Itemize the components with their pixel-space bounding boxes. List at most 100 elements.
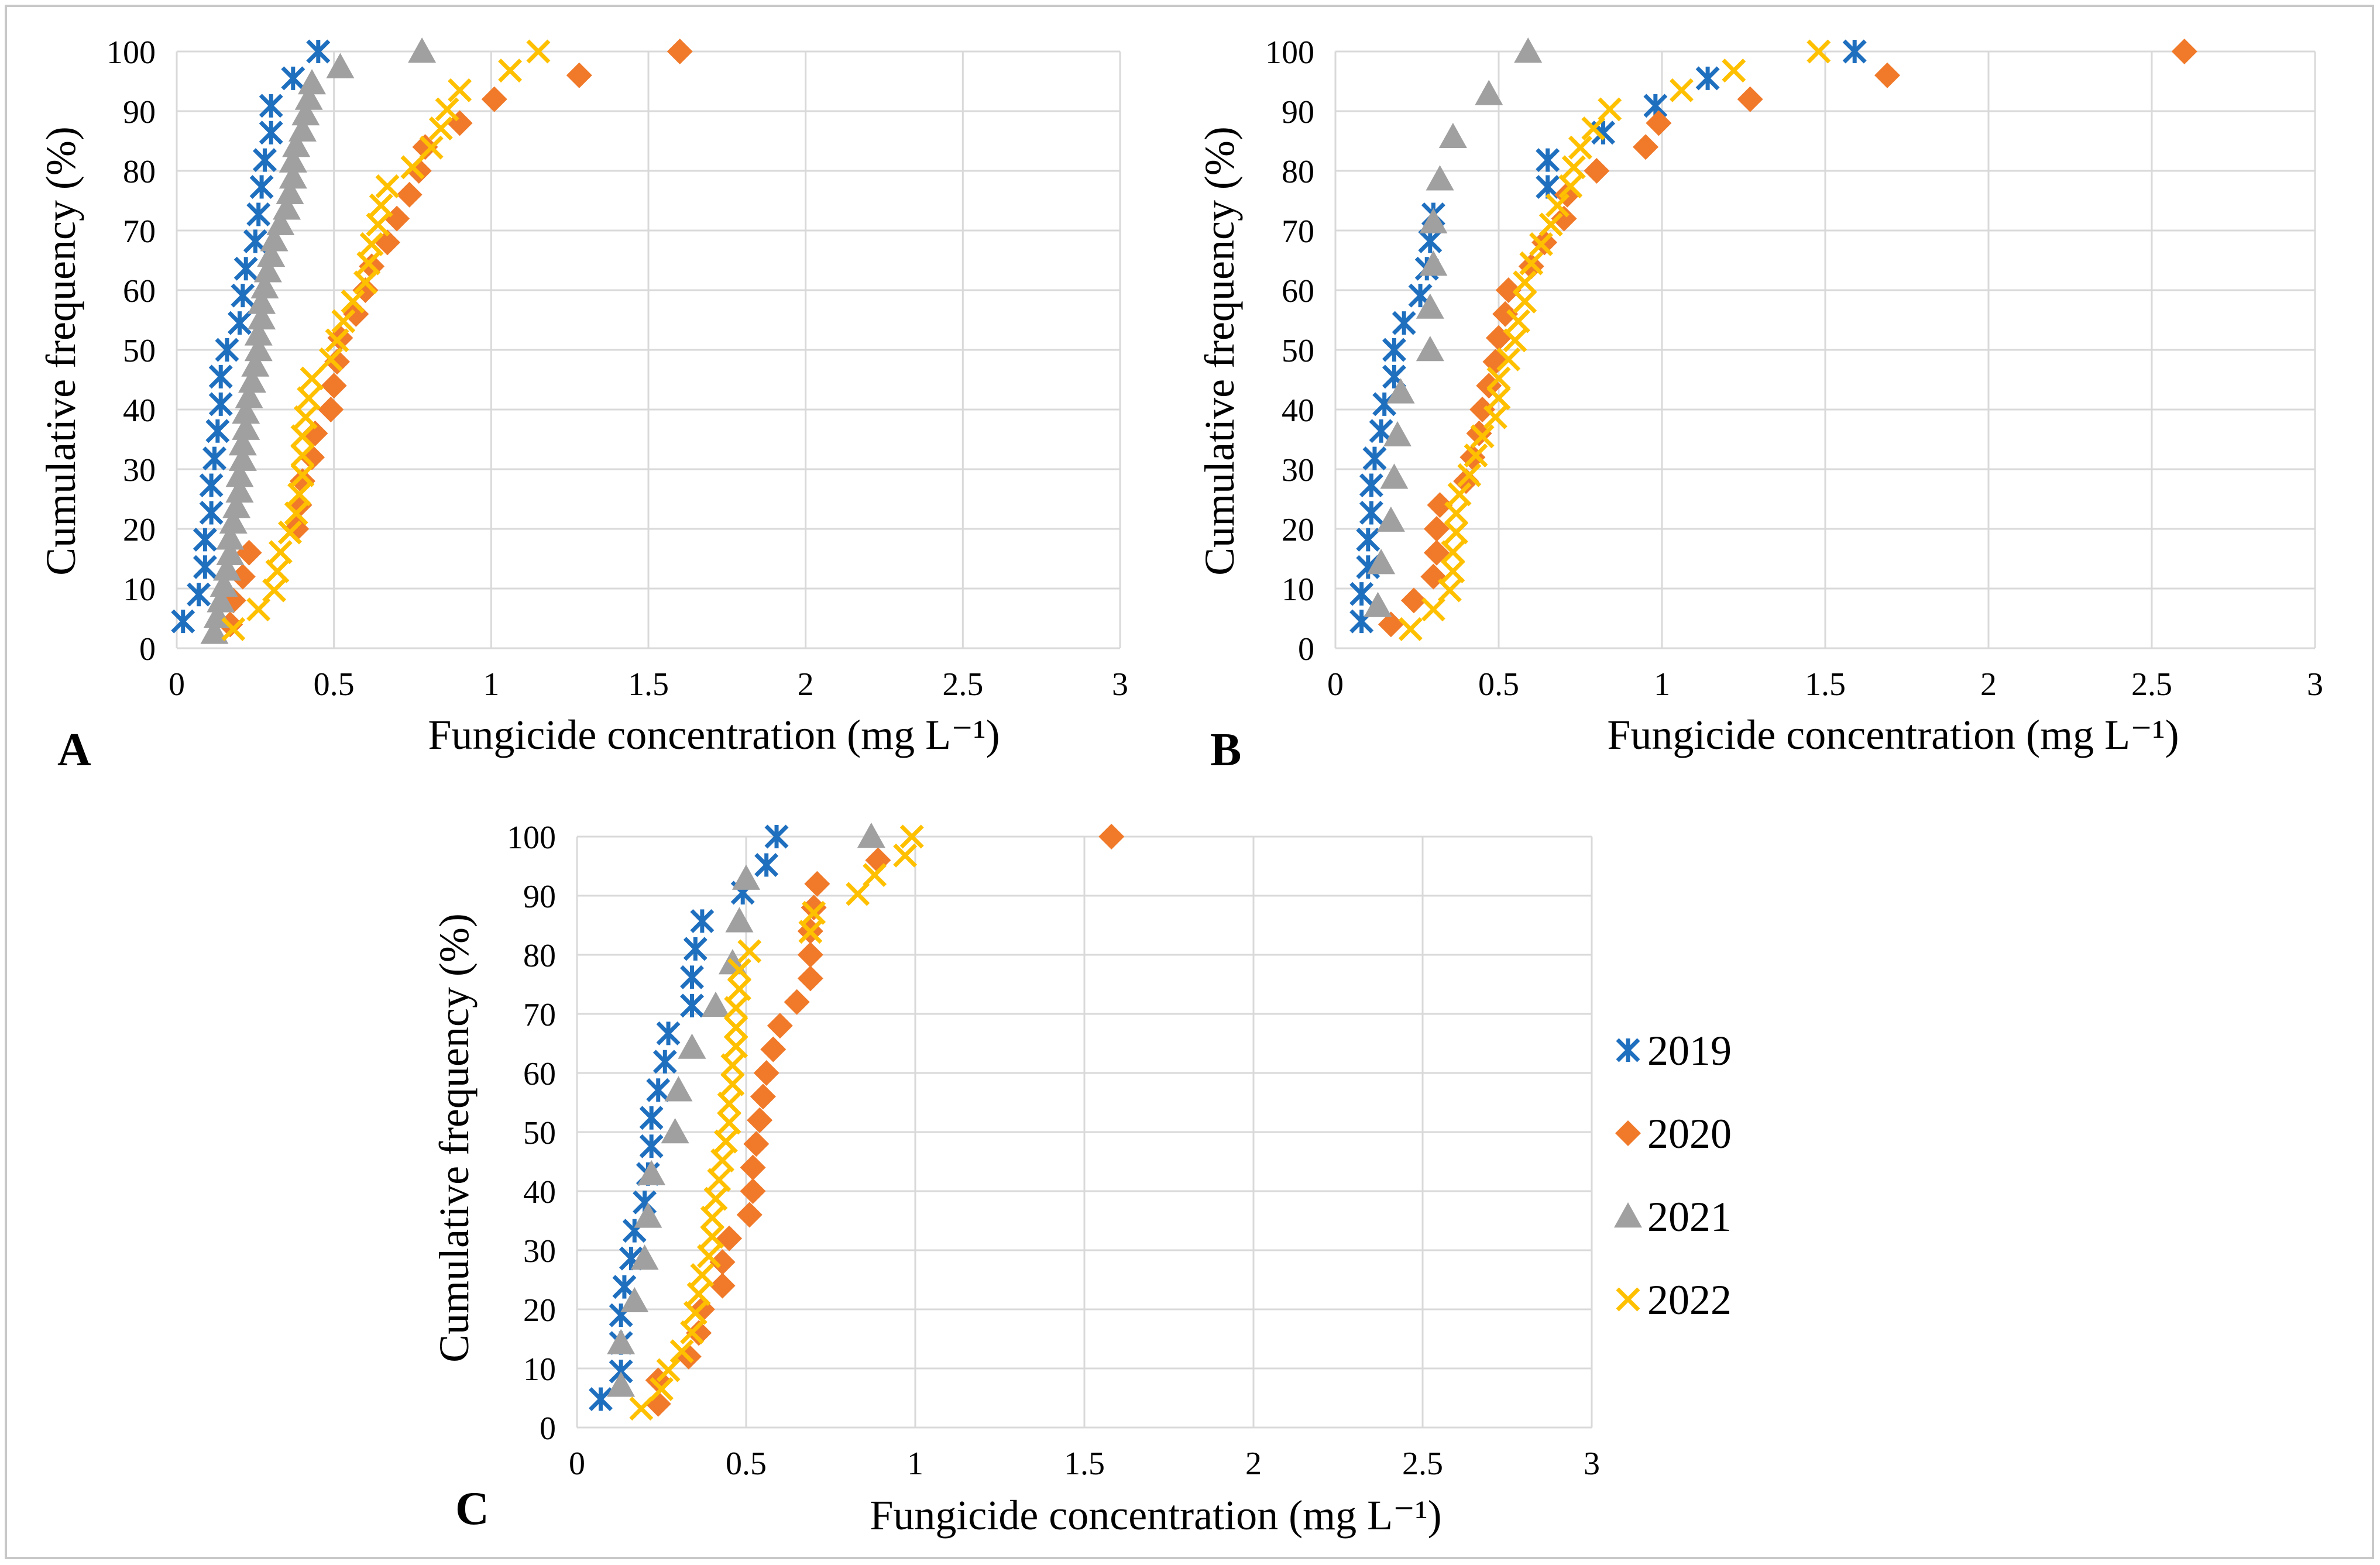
panel-a-point-2022 bbox=[290, 424, 315, 449]
panel-b-point-2022 bbox=[1513, 270, 1537, 295]
panel-a-point-2019 bbox=[306, 39, 331, 64]
panel-c-point-2022 bbox=[686, 1282, 711, 1306]
panel-a-grid bbox=[176, 50, 1121, 649]
legend-marker-shape bbox=[1614, 1202, 1642, 1228]
panel-a-point-2022 bbox=[325, 328, 349, 353]
panel-a-point-2021 bbox=[244, 320, 273, 346]
panel-b-point-2022 bbox=[1421, 597, 1445, 622]
panel-c-point-2020 bbox=[736, 1202, 763, 1228]
panel-b-point-2020 bbox=[1518, 253, 1544, 280]
panel-c-y-tick-label: 20 bbox=[523, 1292, 556, 1329]
panel-c-point-2022 bbox=[863, 863, 887, 888]
legend-marker-2019 bbox=[1616, 1038, 1640, 1062]
panel-c-y-tick-label: 10 bbox=[523, 1351, 556, 1388]
panel-c-point-2022 bbox=[893, 843, 918, 868]
panel-b-point-2021 bbox=[1419, 208, 1448, 233]
panel-a-point-2021 bbox=[408, 37, 437, 63]
panel-c-y-tick-label: 30 bbox=[523, 1233, 556, 1270]
panel-b-point-2020 bbox=[1492, 301, 1519, 327]
panel-a-point-2022 bbox=[262, 578, 287, 603]
panel-c-series-2021 bbox=[607, 823, 885, 1397]
panel-b-series-2020 bbox=[1378, 39, 2197, 638]
legend-marker-shape bbox=[1616, 1287, 1640, 1312]
panel-a-point-2019 bbox=[233, 256, 258, 281]
panel-a-point-2022 bbox=[526, 39, 551, 64]
panel-b-x-tick-label: 3 bbox=[2307, 666, 2323, 703]
legend-label-2019: 2019 bbox=[1647, 1027, 1732, 1074]
panel-c-point-2019 bbox=[652, 1050, 677, 1074]
panel-a-x-ticks: 0 0.5 1 1.5 2 2.5 3 bbox=[169, 666, 1128, 703]
panel-c-point-2022 bbox=[656, 1358, 681, 1382]
panel-b-point-2019 bbox=[1392, 311, 1416, 335]
panel-a-y-tick-label: 10 bbox=[123, 572, 156, 608]
panel-b-point-2022 bbox=[1538, 212, 1563, 237]
panel-b-y-tick-label: 30 bbox=[1282, 452, 1314, 489]
panel-a-x-tick-label: 2 bbox=[798, 666, 814, 703]
panel-a-letter: A bbox=[57, 724, 91, 776]
panel-a-point-2021 bbox=[238, 367, 266, 393]
panel-a-point-2022 bbox=[268, 540, 293, 565]
panel-c-point-2022 bbox=[707, 1168, 731, 1192]
panel-b-point-2019 bbox=[1359, 473, 1383, 498]
panel-b-y-tick-label: 0 bbox=[1298, 631, 1314, 668]
panel-c-series-2020 bbox=[645, 824, 1125, 1417]
panel-b-point-2020 bbox=[2171, 39, 2197, 64]
panel-a-point-2019 bbox=[202, 446, 226, 471]
legend-label-2021: 2021 bbox=[1647, 1193, 1732, 1240]
panel-b-y-tick-label: 60 bbox=[1282, 273, 1314, 309]
legend-marker-shape bbox=[1615, 1120, 1641, 1146]
panel-c-point-2019 bbox=[680, 993, 704, 1018]
panel-a-point-2021 bbox=[273, 194, 301, 220]
panel-a-point-2021 bbox=[257, 241, 286, 267]
panel-b-x-tick-label: 1.5 bbox=[1805, 666, 1846, 703]
panel-a-point-2021 bbox=[279, 163, 307, 189]
panel-c-x-tick-label: 1.5 bbox=[1064, 1446, 1105, 1482]
panel-c-series-2022 bbox=[629, 824, 924, 1421]
panel-a-point-2020 bbox=[481, 86, 507, 112]
panel-a-point-2021 bbox=[222, 493, 251, 518]
panel-c-point-2022 bbox=[846, 882, 870, 906]
panel-c-point-2021 bbox=[661, 1118, 689, 1144]
panel-a-point-2021 bbox=[282, 132, 311, 157]
panel-c-point-2022 bbox=[629, 1397, 654, 1421]
panel-a-point-2022 bbox=[297, 386, 321, 411]
legend-marker-2022 bbox=[1616, 1287, 1640, 1312]
panel-c-point-2021 bbox=[630, 1244, 659, 1270]
panel-b-point-2022 bbox=[1444, 501, 1468, 525]
panel-a-point-2019 bbox=[281, 66, 305, 91]
panel-c-point-2020 bbox=[747, 1107, 773, 1133]
panel-b-point-2020 bbox=[1551, 205, 1577, 232]
panel-a-point-2021 bbox=[250, 273, 279, 299]
panel-a-point-2021 bbox=[248, 304, 276, 330]
panel-a-point-2022 bbox=[318, 347, 343, 372]
panel-c-y-tick-label: 0 bbox=[540, 1411, 556, 1447]
panel-c-point-2021 bbox=[607, 1329, 636, 1354]
panel-a-y-tick-label: 40 bbox=[123, 393, 156, 429]
panel-c-point-2022 bbox=[724, 1034, 748, 1059]
panel-a-point-2022 bbox=[293, 405, 318, 429]
panel-a-point-2021 bbox=[228, 445, 257, 471]
panel-b-point-2020 bbox=[1469, 397, 1496, 422]
panel-b-point-2022 bbox=[1513, 289, 1537, 314]
panel-c-x-tick-label: 0 bbox=[569, 1446, 585, 1482]
panel-a-y-tick-label: 90 bbox=[123, 94, 156, 130]
panel-a-point-2019 bbox=[252, 148, 277, 173]
panel-a-y-tick-label: 0 bbox=[139, 631, 156, 668]
panel-b-y-ticks: 0 10 20 30 40 50 60 70 80 90 100 bbox=[1265, 35, 1314, 668]
panel-c-point-2020 bbox=[686, 1320, 712, 1346]
panel-c-point-2022 bbox=[690, 1263, 715, 1287]
panel-b-point-2022 bbox=[1529, 232, 1554, 256]
panel-a-point-2021 bbox=[266, 209, 295, 235]
panel-a-point-2021 bbox=[276, 178, 304, 204]
panel-a-point-2022 bbox=[356, 251, 381, 276]
panel-c-point-2022 bbox=[669, 1339, 694, 1364]
panel-c-point-2022 bbox=[710, 1148, 735, 1172]
panel-a-point-2019 bbox=[246, 202, 271, 226]
panel-c-point-2021 bbox=[637, 1160, 666, 1185]
panel-a-point-2021 bbox=[326, 53, 355, 78]
panel-b-series-2019 bbox=[1349, 39, 1867, 634]
panel-c-y-tick-label: 90 bbox=[523, 879, 556, 915]
panel-b-point-2021 bbox=[1376, 506, 1405, 532]
panel-a-point-2022 bbox=[419, 135, 444, 160]
